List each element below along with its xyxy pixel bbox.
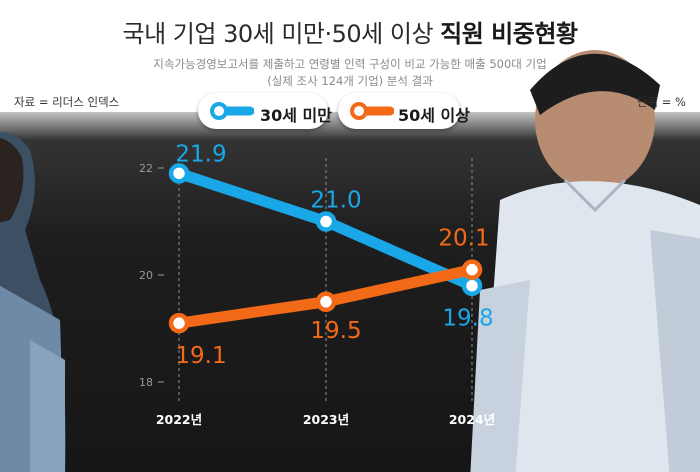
legend-label-over50: 50세 이상 — [398, 106, 470, 125]
data-label: 19.1 — [175, 343, 226, 369]
legend-label-under30: 30세 미만 — [260, 106, 332, 125]
right-person-figure — [470, 50, 700, 472]
data-point — [315, 291, 337, 312]
chart-title: 국내 기업 30세 미만·50세 이상 직원 비중현황 — [0, 14, 700, 49]
y-tick-label: 22 — [139, 162, 153, 175]
y-tick-label: 18 — [139, 376, 153, 389]
legend-item-under30: 30세 미만 — [198, 93, 332, 129]
subtitle-line-1: 지속가능경영보고서를 제출하고 연령별 인력 구성이 비교 가능한 매출 500… — [153, 57, 547, 71]
data-label: 21.9 — [175, 141, 226, 167]
title-emphasis: 직원 비중현황 — [440, 20, 578, 48]
x-tick-label: 2024년 — [449, 412, 495, 427]
left-person-figure — [0, 132, 66, 472]
data-point — [168, 163, 190, 184]
data-point — [168, 312, 190, 334]
legend-item-over50: 50세 이상 — [338, 93, 470, 129]
source-note: 자료 = 리더스 인덱스 — [14, 95, 120, 109]
title-main: 국내 기업 30세 미만·50세 이상 — [122, 20, 441, 48]
data-label: 21.0 — [310, 188, 361, 214]
data-point — [315, 211, 337, 232]
x-tick-label: 2023년 — [303, 412, 349, 427]
data-point — [461, 259, 483, 280]
legend-marker-under30 — [210, 102, 254, 120]
data-label: 19.8 — [442, 306, 493, 332]
chart-subtitle: 지속가능경영보고서를 제출하고 연령별 인력 구성이 비교 가능한 매출 500… — [0, 56, 700, 90]
unit-note: 단위 = % — [636, 95, 686, 109]
y-tick-label: 20 — [139, 269, 153, 282]
legend-marker-over50 — [350, 102, 394, 120]
data-label: 20.1 — [438, 226, 489, 252]
subtitle-line-2: (실제 조사 124개 기업) 분석 결과 — [267, 74, 433, 88]
data-label: 19.5 — [310, 318, 361, 344]
x-tick-label: 2022년 — [156, 412, 202, 427]
data-point — [461, 275, 483, 296]
